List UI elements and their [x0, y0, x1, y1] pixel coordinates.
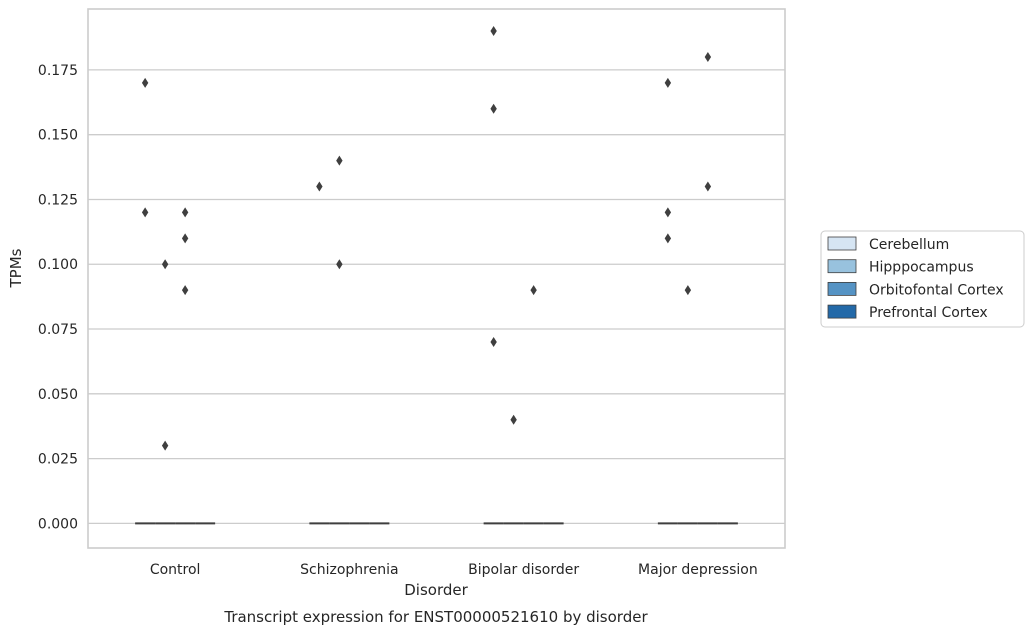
y-tick-label: 0.175: [38, 63, 78, 79]
outlier-point: [141, 207, 149, 218]
x-tick-label: Control: [150, 562, 201, 578]
legend-swatch: [827, 259, 857, 274]
legend-label: Prefrontal Cortex: [869, 305, 988, 321]
y-tick-label: 0.025: [38, 452, 78, 468]
legend-frame: [820, 230, 1025, 328]
legend-swatch: [827, 304, 857, 319]
outlier-point: [181, 233, 189, 244]
outlier-point: [664, 207, 672, 218]
x-tick-label: Schizophrenia: [300, 562, 398, 578]
y-tick-label: 0.125: [38, 192, 78, 208]
x-axis-ticks: Control Schizophrenia Bipolar disorder Majo…: [150, 562, 758, 578]
legend-label: Orbitofontal Cortex: [869, 282, 1004, 298]
legend: Cerebellum Hipppocampus Orbitofontal Corte…: [820, 230, 1025, 328]
y-tick-label: 0.000: [38, 516, 78, 532]
legend-swatch: [827, 236, 857, 251]
outlier-point: [530, 285, 537, 296]
y-axis-ticks: 0.000 0.025 0.050 0.075 0.100 0.125 0.150 0.175: [38, 63, 78, 532]
legend-label: Hipppocampus: [869, 260, 974, 276]
outlier-point: [490, 336, 497, 347]
outlier-point: [181, 285, 189, 296]
plot-frame: [87, 8, 786, 549]
y-tick-label: 0.150: [38, 128, 78, 144]
outlier-point: [336, 259, 343, 270]
outlier-point: [336, 155, 343, 166]
outlier-point: [510, 414, 517, 425]
y-axis-label: TPMs: [7, 248, 25, 288]
outlier-point: [664, 77, 672, 88]
x-axis-label: Disorder: [404, 581, 468, 599]
y-tick-label: 0.075: [38, 322, 78, 338]
outlier-point: [161, 259, 169, 270]
plot-background: [88, 9, 785, 548]
outlier-point: [181, 207, 189, 218]
legend-swatch: [827, 281, 857, 296]
x-tick-label: Major depression: [638, 562, 758, 578]
outlier-point: [161, 440, 169, 451]
outlier-point: [490, 103, 497, 114]
outlier-point: [316, 181, 323, 192]
outlier-point: [664, 233, 672, 244]
outlier-point: [704, 181, 712, 192]
outlier-point: [141, 77, 149, 88]
outlier-point: [684, 285, 692, 296]
outlier-points: [141, 26, 712, 451]
chart-caption: Transcript expression for ENST0000052161…: [223, 608, 648, 626]
x-tick-label: Bipolar disorder: [468, 562, 579, 578]
outlier-point: [490, 26, 497, 37]
y-tick-label: 0.100: [38, 257, 78, 273]
y-tick-label: 0.050: [38, 387, 78, 403]
outlier-point: [704, 51, 712, 62]
legend-label: Cerebellum: [869, 237, 949, 253]
gridlines: [88, 69, 785, 525]
